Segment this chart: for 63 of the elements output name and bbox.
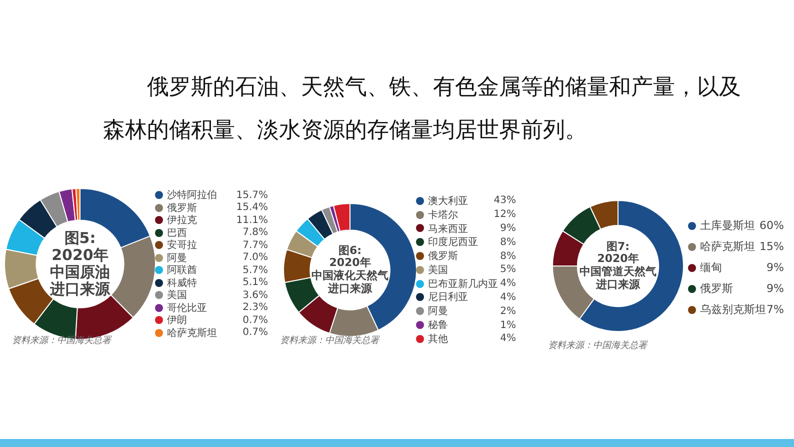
data-label: 5.7% (242, 264, 268, 276)
data-label: 2.3% (242, 302, 268, 314)
legend-label: 巴西 (167, 226, 188, 240)
text: 资料来源：中国海关总署 (280, 334, 379, 347)
data-label: 3.6% (242, 290, 268, 301)
legend-label: 尼日利亚 (428, 290, 469, 304)
data-label: 15.4% (236, 202, 268, 214)
data-label: 1% (500, 320, 516, 331)
legend-label: 土库曼斯坦 (700, 218, 756, 233)
legend-label: 美国 (167, 288, 188, 302)
data-label: 0.7% (242, 327, 268, 338)
legend-label: 巴布亚新几内亚 (428, 278, 499, 291)
legend-label: 卡塔尔 (428, 208, 459, 222)
legend-label: 伊拉克 (167, 214, 198, 228)
data-label: 9% (766, 282, 784, 295)
legend-label: 秘鲁 (428, 319, 449, 332)
data-label: 5% (500, 264, 516, 276)
data-label: 9% (500, 222, 516, 234)
legend-label: 俄罗斯 (700, 281, 734, 296)
data-label: 0.7% (242, 314, 268, 326)
legend-label: 阿曼 (428, 305, 449, 318)
data-label: 7.7% (242, 240, 268, 251)
text: 图6: 2020年中国液化天然气进口来源 (310, 242, 390, 297)
legend-label: 马来西亚 (428, 222, 469, 236)
legend-label: 阿曼 (167, 252, 188, 265)
legend-label: 俄罗斯 (167, 202, 198, 214)
data-label: 5.1% (242, 277, 268, 288)
data-label: 8% (500, 236, 516, 248)
data-label: 60% (760, 219, 784, 232)
legend-label: 安哥拉 (167, 238, 198, 252)
data-label: 8% (500, 250, 516, 262)
legend-label: 澳大利亚 (428, 194, 469, 208)
data-label: 7.0% (242, 252, 268, 264)
text: 图7: 2020年中国管道天然气进口来源 (578, 238, 658, 293)
legend-label: 印度尼西亚 (428, 236, 479, 250)
legend-label: 伊朗 (167, 314, 188, 328)
legend-label: 俄罗斯 (428, 250, 459, 264)
text: 图5: 2020年中国原油进口来源 (48, 228, 112, 300)
text: 资料来源：中国海关总署 (12, 334, 111, 347)
legend-label: 科威特 (167, 276, 198, 290)
legend-label: 哈萨克斯坦 (167, 326, 218, 340)
data-label: 2% (500, 306, 516, 317)
data-label: 15% (760, 240, 784, 253)
legend-label: 缅甸 (700, 260, 723, 275)
data-label: 4% (500, 278, 516, 290)
data-label: 7% (766, 303, 784, 316)
data-label: 7.8% (242, 227, 268, 238)
legend-label: 乌兹别克斯坦 (700, 302, 767, 317)
text: 资料来源：中国海关总署 (548, 340, 647, 352)
data-label: 4% (500, 292, 516, 303)
data-label: 12% (494, 209, 516, 220)
legend-label: 其他 (428, 332, 449, 346)
legend-label: 哈萨克斯坦 (700, 239, 756, 254)
legend-label: 美国 (428, 264, 449, 277)
legend-label: 沙特阿拉伯 (167, 188, 218, 202)
data-label: 15.7% (236, 190, 268, 201)
data-label: 9% (766, 261, 784, 274)
text: 俄罗斯的石油、天然气、铁、有色金属等的储量和产量，以及森林的储积量、淡水资源的存储量均居世界前列。 (103, 74, 742, 145)
data-label: 11.1% (236, 214, 268, 226)
data-label: 4% (500, 333, 516, 344)
data-label: 43% (494, 195, 516, 206)
legend-label: 阿联酋 (167, 264, 198, 278)
legend-label: 哥伦比亚 (167, 302, 208, 314)
